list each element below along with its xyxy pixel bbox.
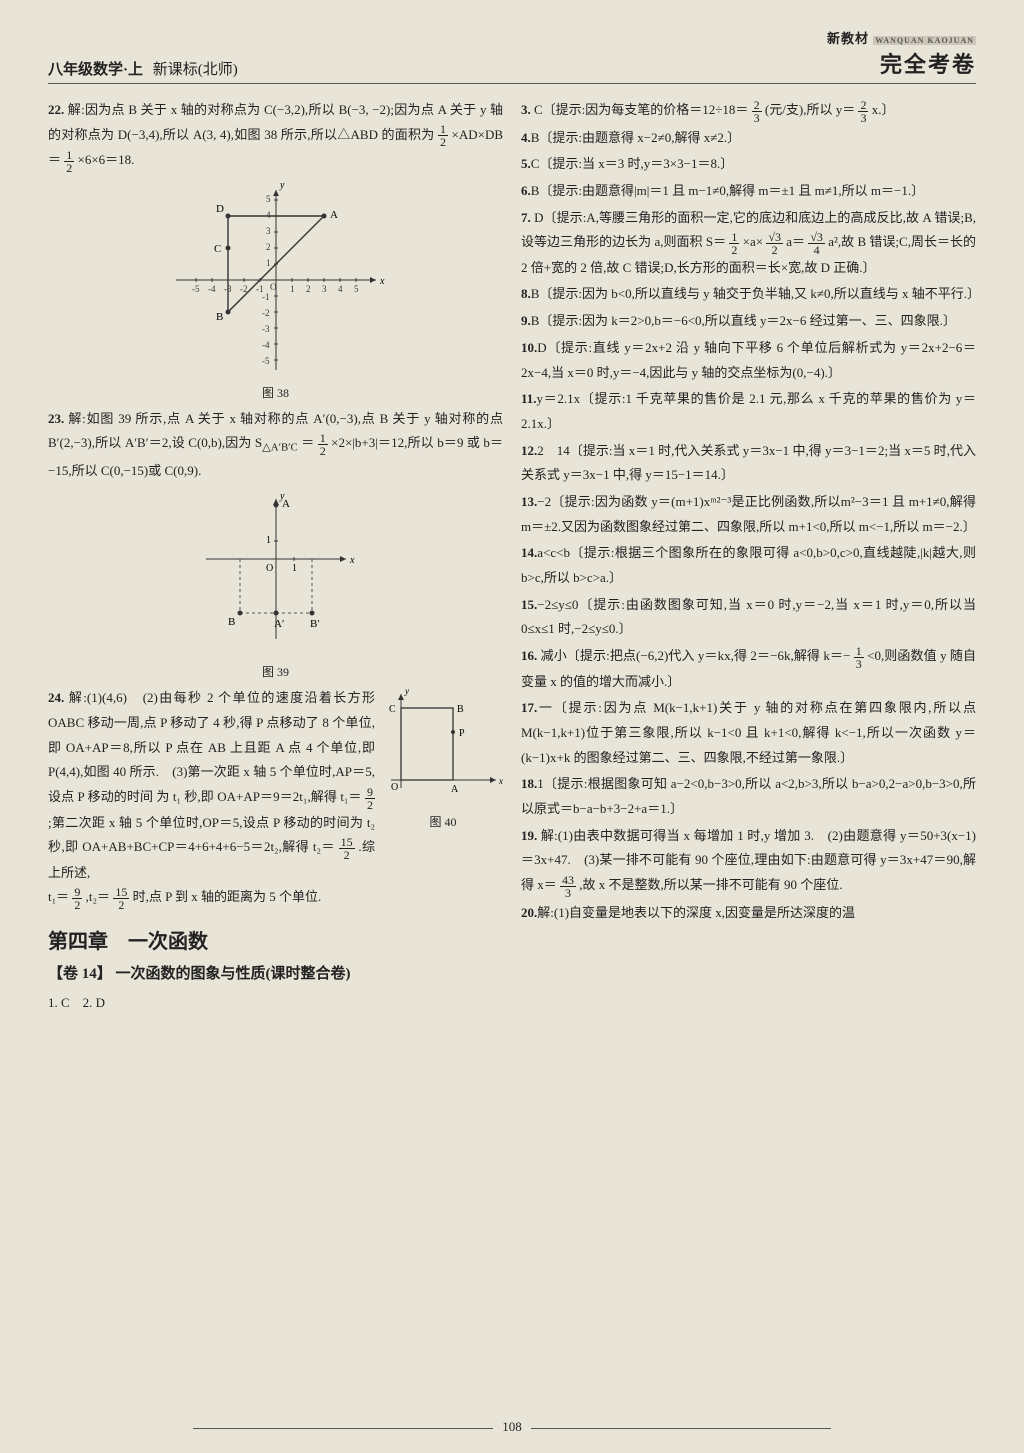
header-right: 新教材 WANQUAN KAOJUAN 完全考卷 [827,28,976,79]
figure-38: x y O 12345 -1-2-3-4-5 12345 -1-2-3-4-5 [48,180,503,401]
fraction: 12 [64,149,74,174]
q17: 17.一〔提示:因为点 M(k−1,k+1)关于 y 轴的对称点在第四象限内,所… [521,696,976,770]
chapter-heading: 第四章 一次函数 [48,925,503,954]
svg-text:O: O [270,282,277,292]
svg-text:B: B [216,311,223,323]
svg-text:y: y [279,180,285,191]
fraction: 92 [72,886,82,911]
fig40-caption: 图 40 [383,811,503,834]
paper-title: 【卷 14】 一次函数的图象与性质(课时整合卷) [48,962,503,983]
svg-text:O: O [391,782,398,793]
svg-text:1: 1 [292,563,297,574]
fraction: 12 [318,432,328,457]
q15: 15.−2≤y≤0〔提示:由函数图象可知,当 x＝0 时,y＝−2,当 x＝1 … [521,593,976,642]
svg-text:-2: -2 [240,284,248,294]
answer-line: 1. C 2. D [48,991,503,1016]
svg-text:1: 1 [266,535,271,546]
svg-text:A: A [282,498,290,510]
svg-text:4: 4 [338,284,343,294]
q14: 14.a<c<b〔提示:根据三个图象所在的象限可得 a<0,b>0,c>0,直线… [521,541,976,590]
q11: 11.y＝2.1x〔提示:1 千克苹果的售价是 2.1 元,那么 x 千克的苹果… [521,387,976,436]
q18: 18.1〔提示:根据图象可知 a−2<0,b−3>0,所以 a<2,b>3,所以… [521,772,976,821]
q20: 20.解:(1)自变量是地表以下的深度 x,因变量是所达深度的温 [521,901,976,926]
q5: 5.C〔提示:当 x＝3 时,y＝3×3−1＝8.〕 [521,152,976,177]
header-left: 八年级数学·上 新课标(北师) [48,58,238,79]
svg-text:-4: -4 [262,340,270,350]
page-footer: 108 [0,1419,1024,1435]
svg-text:O: O [266,563,273,574]
svg-text:4: 4 [266,210,271,220]
fig40-svg: x y O A B C P [383,688,503,798]
svg-text:x: x [349,555,355,566]
svg-text:B: B [228,616,235,628]
q10: 10.D〔提示:直线 y＝2x+2 沿 y 轴向下平移 6 个单位后解析式为 y… [521,336,976,385]
q6: 6.B〔提示:由题意得|m|＝1 且 m−1≠0,解得 m＝±1 且 m≠1,所… [521,179,976,204]
svg-text:A: A [451,784,459,795]
figure-40: x y O A B C P 图 40 [383,688,503,837]
q24: x y O A B C P 图 40 24. 解:(1)(4,6) (2)由每秒… [48,686,503,911]
svg-text:-5: -5 [192,284,200,294]
svg-text:A′: A′ [274,618,284,630]
svg-text:3: 3 [322,284,327,294]
content-columns: 22. 解:因为点 B 关于 x 轴的对称点为 C(−3,2),所以 B(−3,… [48,98,976,1018]
q8: 8.B〔提示:因为 b<0,所以直线与 y 轴交于负半轴,又 k≠0,所以直线与… [521,282,976,307]
svg-text:2: 2 [266,242,271,252]
svg-text:-4: -4 [208,284,216,294]
fig39-caption: 图 39 [48,663,503,680]
svg-text:C: C [389,704,396,715]
svg-text:1: 1 [266,258,271,268]
fig38-caption: 图 38 [48,384,503,401]
page-number: 108 [502,1419,522,1434]
q12: 12.2 14〔提示:当 x＝1 时,代入关系式 y＝3x−1 中,得 y＝3−… [521,439,976,488]
q22: 22. 解:因为点 B 关于 x 轴的对称点为 C(−3,2),所以 B(−3,… [48,98,503,174]
fraction: 92 [365,786,375,811]
svg-text:-3: -3 [262,324,270,334]
q19: 19. 解:(1)由表中数据可得当 x 每增加 1 时,y 增加 3. (2)由… [521,824,976,899]
svg-text:x: x [379,276,385,287]
right-column: 3. C〔提示:因为每支笔的价格＝12÷18＝ 23 (元/支),所以 y＝ 2… [521,98,976,1018]
q7: 7. D〔提示:A,等腰三角形的面积一定,它的底边和底边上的高成反比,故 A 错… [521,206,976,281]
header-brand-top: 新教材 WANQUAN KAOJUAN [827,28,976,47]
svg-text:2: 2 [306,284,311,294]
fraction: 152 [113,886,129,911]
q16: 16. 减小〔提示:把点(−6,2)代入 y＝kx,得 2＝−6k,解得 k＝−… [521,644,976,694]
page-header: 八年级数学·上 新课标(北师) 新教材 WANQUAN KAOJUAN 完全考卷 [48,28,976,84]
paper-name: 一次函数的图象与性质(课时整合卷) [116,966,351,982]
q4: 4.B〔提示:由题意得 x−2≠0,解得 x≠2.〕 [521,126,976,151]
svg-text:3: 3 [266,226,271,236]
fig38-svg: x y O 12345 -1-2-3-4-5 12345 -1-2-3-4-5 [161,180,391,380]
svg-text:5: 5 [354,284,359,294]
svg-text:-1: -1 [262,292,270,302]
q9: 9.B〔提示:因为 k＝2>0,b＝−6<0,所以直线 y＝2x−6 经过第一、… [521,309,976,334]
q3: 3. C〔提示:因为每支笔的价格＝12÷18＝ 23 (元/支),所以 y＝ 2… [521,98,976,124]
svg-text:-5: -5 [262,356,270,366]
header-edition: 新课标(北师) [153,62,238,78]
header-pinyin: WANQUAN KAOJUAN [873,36,976,45]
svg-text:C: C [214,243,221,255]
svg-text:5: 5 [266,194,271,204]
fraction: 152 [339,836,355,861]
q23: 23. 解:如图 39 所示,点 A 关于 x 轴对称的点 A′(0,−3),点… [48,407,503,484]
svg-text:D: D [216,203,224,215]
paper-label: 【卷 14】 [48,962,112,983]
svg-text:-2: -2 [262,308,270,318]
svg-text:1: 1 [290,284,295,294]
svg-text:P: P [459,728,465,739]
header-brand-main: 完全考卷 [827,47,976,79]
svg-text:x: x [498,776,503,786]
fig39-svg: x y O 1 1 A B A′ [176,489,376,659]
header-subject: 八年级数学·上 [48,62,143,78]
fraction: 12 [438,123,448,148]
left-column: 22. 解:因为点 B 关于 x 轴的对称点为 C(−3,2),所以 B(−3,… [48,98,503,1018]
svg-text:B′: B′ [310,618,320,630]
svg-text:B: B [457,704,464,715]
svg-text:y: y [404,688,409,696]
q13: 13.−2〔提示:因为函数 y＝(m+1)xᵐ²⁻³是正比例函数,所以m²−3＝… [521,490,976,539]
figure-39: x y O 1 1 A B A′ [48,489,503,680]
svg-text:A: A [330,209,338,221]
